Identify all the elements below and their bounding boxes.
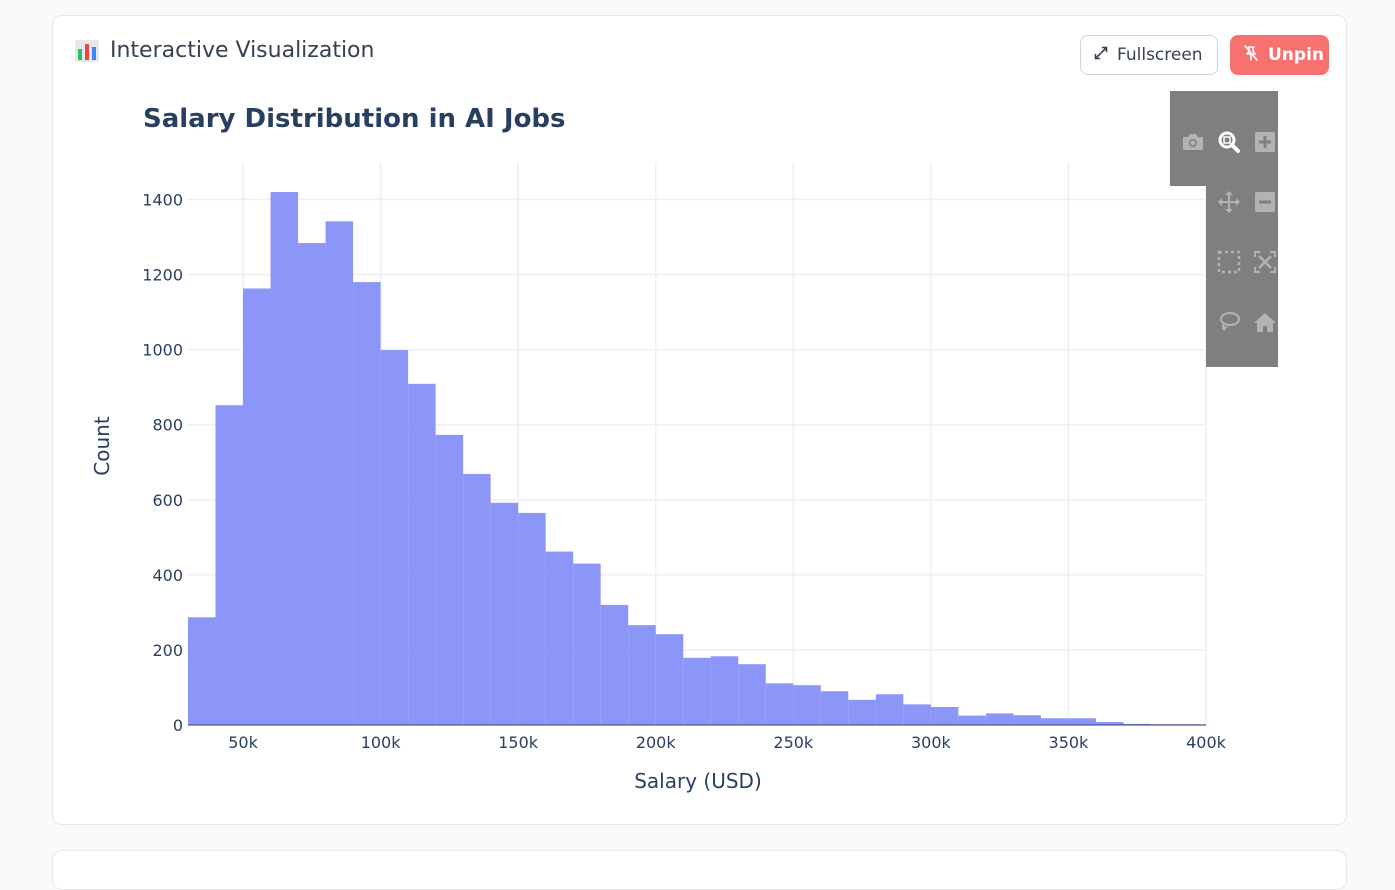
reset-axes-icon[interactable] (1252, 309, 1278, 335)
y-axis-label: Count (90, 416, 114, 476)
y-tick-label: 1200 (142, 266, 183, 285)
histogram-bar[interactable] (655, 634, 684, 725)
histogram-bar[interactable] (1095, 721, 1124, 725)
x-axis-label: Salary (USD) (634, 769, 762, 793)
histogram-bar[interactable] (765, 683, 794, 725)
histogram-bar[interactable] (215, 405, 244, 725)
unpin-icon (1242, 44, 1260, 67)
x-tick-label: 50k (228, 733, 258, 752)
histogram-bar[interactable] (683, 657, 711, 725)
histogram-bar[interactable] (188, 617, 216, 725)
histogram-bar[interactable] (628, 625, 656, 725)
zoom-icon[interactable] (1216, 129, 1242, 155)
histogram-bar[interactable] (710, 656, 739, 725)
histogram-bar[interactable] (463, 473, 491, 725)
x-tick-label: 350k (1049, 733, 1090, 752)
histogram-bar[interactable] (1068, 718, 1096, 725)
histogram-bar[interactable] (573, 563, 601, 725)
y-tick-label: 800 (152, 416, 183, 435)
unpin-button[interactable]: Unpin (1230, 35, 1329, 75)
histogram-bar[interactable] (353, 282, 381, 725)
card-header: Interactive Visualization Fullscreen Unp… (53, 16, 1346, 96)
histogram-bar[interactable] (1123, 723, 1151, 725)
histogram-bar[interactable] (600, 604, 629, 725)
histogram-bar[interactable] (985, 713, 1014, 725)
fullscreen-label: Fullscreen (1117, 45, 1203, 65)
histogram-bar[interactable] (518, 512, 546, 725)
box-select-icon[interactable] (1216, 249, 1242, 275)
histogram-bar[interactable] (545, 551, 574, 725)
camera-icon[interactable] (1180, 129, 1206, 155)
x-tick-label: 400k (1186, 733, 1227, 752)
histogram-bar[interactable] (298, 243, 326, 725)
lasso-select-icon[interactable] (1216, 309, 1242, 335)
y-axis-ticks: 0 200 400 600 800 1000 1200 1400 (142, 191, 183, 735)
y-tick-label: 600 (152, 491, 183, 510)
y-tick-label: 400 (152, 566, 183, 585)
fullscreen-button[interactable]: Fullscreen (1080, 35, 1218, 75)
x-tick-label: 100k (361, 733, 402, 752)
x-tick-label: 200k (636, 733, 677, 752)
histogram-bar[interactable] (930, 706, 959, 725)
histogram-bar[interactable] (1040, 718, 1069, 725)
bar-chart-icon (74, 39, 100, 63)
histogram-bar[interactable] (958, 715, 986, 725)
autoscale-icon[interactable] (1252, 249, 1278, 275)
secondary-card (52, 850, 1347, 890)
histogram-bar[interactable] (270, 192, 299, 725)
histogram-bar[interactable] (408, 383, 436, 725)
y-tick-label: 1000 (142, 341, 183, 360)
card-title-text: Interactive Visualization (110, 38, 375, 63)
x-tick-label: 150k (498, 733, 539, 752)
histogram-bar[interactable] (243, 288, 271, 725)
histogram-bar[interactable] (903, 704, 931, 725)
y-tick-label: 1400 (142, 191, 183, 210)
salary-histogram[interactable]: 0 200 400 600 800 1000 1200 1400 50k 100k 150k 200… (53, 16, 1346, 824)
y-tick-label: 0 (173, 716, 183, 735)
unpin-label: Unpin (1268, 45, 1325, 65)
histogram-bar[interactable] (380, 350, 409, 725)
zoom-out-icon[interactable] (1252, 189, 1278, 215)
histogram-bar[interactable] (1013, 715, 1041, 725)
pan-icon[interactable] (1216, 189, 1242, 215)
x-axis-ticks: 50k 100k 150k 200k 250k 300k 350k 400k (228, 733, 1226, 752)
histogram-bar[interactable] (738, 664, 766, 725)
histogram-bar[interactable] (325, 221, 354, 725)
chart-title: Salary Distribution in AI Jobs (143, 104, 566, 134)
histogram-bar[interactable] (848, 699, 876, 725)
x-tick-label: 250k (773, 733, 814, 752)
histogram-bar[interactable] (875, 694, 904, 725)
histogram-bar[interactable] (435, 434, 464, 725)
histogram-bar[interactable] (490, 502, 519, 725)
histogram-bar[interactable] (793, 685, 821, 725)
y-tick-label: 200 (152, 641, 183, 660)
card-title: Interactive Visualization (74, 38, 374, 63)
histogram-bar[interactable] (820, 691, 849, 725)
histogram-bars (188, 192, 1206, 725)
zoom-in-icon[interactable] (1252, 129, 1278, 155)
visualization-card: Interactive Visualization Fullscreen Unp… (52, 15, 1347, 825)
x-tick-label: 300k (911, 733, 952, 752)
expand-icon (1093, 45, 1109, 66)
